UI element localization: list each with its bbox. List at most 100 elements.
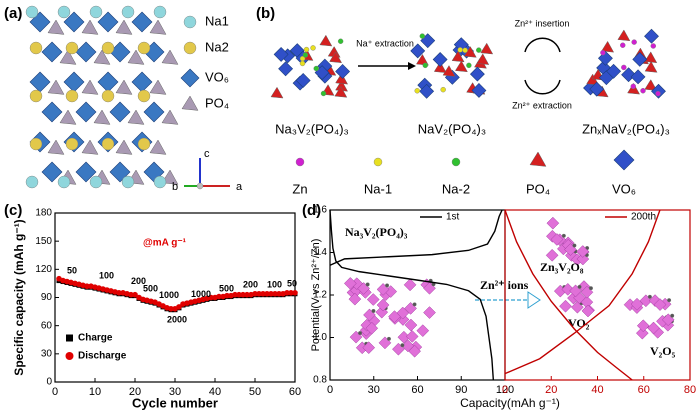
structure-decor bbox=[647, 321, 660, 335]
structure-decor bbox=[127, 49, 145, 65]
structure-decor bbox=[400, 343, 405, 348]
structure-decor bbox=[329, 51, 343, 64]
structure-decor bbox=[57, 175, 71, 189]
legend-label: 1st bbox=[446, 212, 460, 223]
marker bbox=[284, 290, 290, 296]
structure-decor bbox=[620, 42, 626, 48]
structure-decor bbox=[303, 46, 310, 53]
structure-decor bbox=[109, 101, 131, 123]
structure-decor bbox=[270, 86, 284, 99]
x-tick-label: 60 bbox=[638, 384, 650, 396]
structure-decor bbox=[59, 49, 77, 65]
structure-decor bbox=[196, 182, 204, 190]
structure-decor bbox=[631, 39, 637, 45]
structure-decor bbox=[650, 43, 656, 49]
structure-decor bbox=[644, 79, 658, 91]
structure-decor bbox=[47, 79, 65, 95]
marker bbox=[128, 291, 134, 298]
x-tick-label: 20 bbox=[545, 384, 557, 396]
marker bbox=[84, 283, 90, 290]
structure-decor bbox=[410, 43, 426, 59]
arrow-label: Zn²⁺ insertion bbox=[515, 18, 570, 28]
annotation: Na₃V₂(PO₄)₃ bbox=[345, 225, 408, 239]
legend-marker bbox=[66, 334, 73, 342]
annotation: VO₂ bbox=[568, 316, 590, 330]
structure-decor bbox=[101, 137, 115, 151]
y-tick-label: 1.4 bbox=[313, 247, 327, 258]
structure-decor bbox=[115, 79, 133, 95]
structure-decor bbox=[47, 19, 65, 35]
x-tick-label: 60 bbox=[411, 384, 423, 396]
marker bbox=[240, 291, 246, 298]
structure-decor bbox=[412, 302, 417, 307]
x-tick-label: 120 bbox=[496, 384, 514, 396]
marker bbox=[252, 290, 258, 297]
annotation: V₂O₅ bbox=[650, 344, 676, 358]
structure-decor bbox=[416, 53, 429, 66]
structure-decor bbox=[546, 216, 560, 230]
structure-decor bbox=[527, 291, 541, 309]
structure-decor bbox=[632, 51, 648, 67]
structure-decor bbox=[89, 175, 103, 189]
structure-decor bbox=[161, 109, 179, 125]
structure-decor bbox=[47, 139, 65, 155]
structure-decor bbox=[630, 83, 636, 90]
structure-decor bbox=[180, 68, 200, 88]
structure-decor bbox=[63, 11, 85, 33]
panel-label: (a) bbox=[4, 5, 22, 22]
structure-decor bbox=[29, 89, 43, 103]
y-tick-label: 120 bbox=[35, 264, 52, 275]
compound-label: Na₃V₂(PO₄)₃ bbox=[275, 121, 349, 136]
structure-decor bbox=[667, 298, 672, 303]
structure-decor bbox=[408, 62, 416, 70]
structure-decor bbox=[25, 5, 39, 19]
structure-decor bbox=[343, 277, 357, 290]
structure-decor bbox=[386, 336, 391, 341]
structure-decor bbox=[149, 79, 167, 95]
structure-decor bbox=[362, 341, 376, 355]
structure-decor bbox=[647, 294, 652, 299]
structure-decor bbox=[334, 86, 348, 98]
structure-decor bbox=[89, 5, 103, 19]
y-tick-label: 180 bbox=[35, 208, 52, 219]
structure-decor bbox=[137, 137, 151, 151]
structure-decor bbox=[358, 331, 363, 336]
structure-decor bbox=[365, 321, 379, 335]
x-tick-label: 0 bbox=[327, 384, 333, 396]
y-tick-label: 30 bbox=[41, 348, 53, 359]
y-tick-label: 150 bbox=[35, 236, 52, 247]
y-tick-label: 1.0 bbox=[313, 332, 327, 343]
structure-decor bbox=[121, 5, 135, 19]
decor bbox=[25, 5, 675, 358]
structure-decor bbox=[153, 5, 167, 19]
rate-label: 1000 bbox=[159, 290, 179, 300]
structure-decor bbox=[600, 50, 606, 56]
structure-decor bbox=[416, 324, 430, 338]
structure-decor bbox=[319, 34, 333, 47]
structure-decor bbox=[101, 41, 115, 55]
structure-decor bbox=[423, 306, 436, 319]
rate-label: 100 bbox=[99, 270, 114, 280]
structure-decor bbox=[335, 64, 351, 79]
structure-decor bbox=[371, 308, 376, 313]
structure-decor bbox=[337, 38, 344, 44]
structure-decor bbox=[419, 33, 426, 39]
x-tick-label: 30 bbox=[368, 384, 380, 396]
structure-decor bbox=[466, 62, 472, 69]
legend-label: Na-1 bbox=[364, 181, 392, 196]
structure-decor bbox=[373, 157, 383, 167]
structure-decor bbox=[408, 344, 421, 358]
x-tick-label: 10 bbox=[89, 386, 101, 398]
structure-decor bbox=[454, 60, 468, 73]
structure-decor bbox=[115, 139, 133, 155]
annotation: Zn²⁺ ions bbox=[480, 278, 529, 292]
legend-label: VO₆ bbox=[612, 181, 636, 196]
structure-decor bbox=[476, 53, 490, 65]
structure-decor bbox=[670, 313, 675, 318]
structure-decor bbox=[635, 326, 649, 340]
structure-decor bbox=[183, 15, 197, 29]
structure-decor bbox=[348, 292, 362, 306]
x-tick-label: 90 bbox=[455, 384, 467, 396]
rate-label: 50 bbox=[67, 266, 77, 276]
marker bbox=[236, 291, 242, 298]
